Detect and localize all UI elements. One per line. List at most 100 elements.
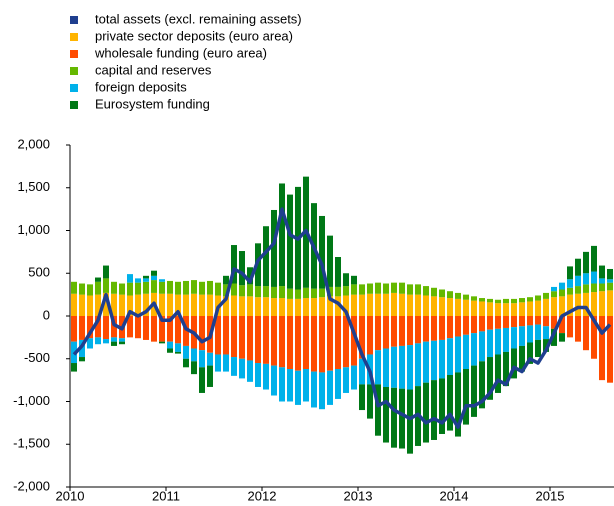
bar: [327, 370, 333, 405]
bar: [479, 331, 485, 362]
bar: [271, 365, 277, 396]
bar: [311, 316, 317, 372]
legend-label: wholesale funding (euro area): [94, 45, 267, 60]
bar: [119, 341, 125, 345]
bar: [231, 245, 237, 284]
bar: [263, 226, 269, 287]
bar: [183, 294, 189, 316]
bar: [247, 267, 253, 285]
bar: [135, 282, 141, 295]
bar: [583, 292, 589, 316]
bar: [159, 293, 165, 316]
bar: [551, 316, 557, 329]
bar: [399, 293, 405, 316]
bar: [367, 283, 373, 294]
bar: [351, 316, 357, 366]
bar: [567, 294, 573, 316]
bar: [455, 316, 461, 337]
bar: [151, 270, 157, 276]
bar: [207, 352, 213, 366]
bar: [87, 295, 93, 316]
bar: [503, 303, 509, 316]
bar: [583, 284, 589, 293]
legend-swatch: [70, 84, 78, 92]
bar: [431, 287, 437, 297]
bar: [247, 360, 253, 382]
bar: [191, 280, 197, 294]
bar: [359, 316, 365, 359]
bar: [351, 294, 357, 316]
bar: [319, 288, 325, 298]
bar: [127, 282, 133, 296]
bar: [239, 285, 245, 297]
bar: [183, 316, 189, 346]
bar: [327, 296, 333, 316]
bar: [551, 328, 557, 346]
bar: [543, 292, 549, 299]
bar: [567, 279, 573, 288]
bar: [439, 297, 445, 316]
bar: [423, 286, 429, 296]
bar: [487, 357, 493, 400]
bar: [103, 316, 109, 340]
bar: [407, 294, 413, 316]
x-tick-label: 2015: [536, 488, 565, 501]
bar: [319, 215, 325, 289]
bar: [391, 346, 397, 388]
bar: [471, 333, 477, 366]
bar: [167, 316, 173, 342]
legend-swatch: [70, 33, 78, 41]
bar: [71, 316, 77, 342]
legend-label: foreign deposits: [95, 79, 187, 94]
bar: [159, 316, 165, 342]
bar: [463, 299, 469, 316]
bar: [439, 316, 445, 340]
bar: [199, 316, 205, 351]
bar: [535, 339, 541, 358]
bar: [503, 298, 509, 304]
bar: [591, 283, 597, 293]
y-tick-label: -1,500: [13, 436, 50, 451]
bar: [367, 316, 373, 355]
bar: [127, 316, 133, 338]
bar: [175, 316, 181, 344]
bar: [583, 273, 589, 285]
bar: [207, 280, 213, 295]
bar: [471, 296, 477, 301]
bar: [495, 316, 501, 329]
bar: [535, 295, 541, 301]
bar: [207, 294, 213, 316]
bar: [527, 297, 533, 302]
legend-label: capital and reserves: [95, 62, 212, 77]
bar: [471, 316, 477, 334]
bar: [407, 345, 413, 390]
legend-label: Eurosystem funding: [95, 96, 210, 111]
bar: [247, 296, 253, 316]
bar: [431, 296, 437, 316]
bar: [135, 316, 141, 339]
bar: [535, 316, 541, 325]
bar: [343, 286, 349, 296]
bar: [391, 292, 397, 316]
bar: [599, 291, 605, 316]
bar: [503, 316, 509, 328]
y-tick-label: 0: [43, 307, 50, 322]
bar: [463, 316, 469, 335]
bar: [383, 348, 389, 387]
bar: [311, 371, 317, 408]
bar: [519, 316, 525, 327]
bar: [167, 348, 173, 353]
bar: [183, 280, 189, 295]
bar: [215, 282, 221, 296]
bar: [319, 372, 325, 410]
bar: [495, 299, 501, 304]
legend-label: total assets (excl. remaining assets): [95, 11, 302, 26]
bar: [455, 292, 461, 299]
bar: [399, 345, 405, 389]
bar: [455, 336, 461, 373]
bar: [559, 282, 565, 290]
bar: [495, 354, 501, 393]
bar: [375, 316, 381, 351]
bar: [71, 281, 77, 294]
bar: [479, 298, 485, 302]
